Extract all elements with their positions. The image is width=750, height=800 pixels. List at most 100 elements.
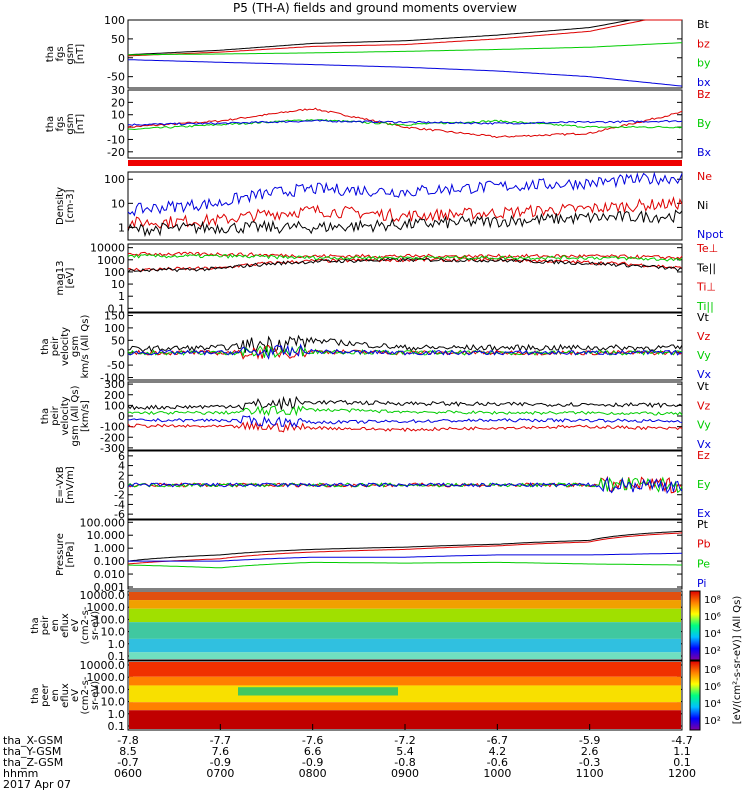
series-line-bx (128, 59, 683, 87)
series-line-Vx (127, 343, 683, 360)
x-tick-label: 0700 (206, 767, 234, 780)
y-tick-label: 10 (111, 278, 125, 291)
y-tick-label: -2 (114, 489, 125, 502)
legend-Ti||: Ti|| (696, 300, 714, 313)
x-axis-row-label: tha_Z-GSM (3, 756, 63, 769)
legend-Vy: Vy (697, 419, 711, 432)
y-tick-label: 100 (104, 322, 125, 335)
y-tick-label: 0 (118, 52, 125, 65)
y-axis-label: sr-eV) (90, 681, 101, 710)
legend-Vz: Vz (697, 330, 711, 343)
y-axis-label: fgs (55, 46, 66, 61)
y-tick-label: 1.0 (108, 638, 126, 651)
legend-Ez: Ez (697, 449, 710, 462)
y-tick-label: 100.0 (94, 683, 126, 696)
x-tick-label: -0.7 (117, 756, 138, 769)
y-axis-label: [mV/m] (65, 466, 76, 504)
y-tick-label: 300 (104, 378, 125, 391)
y-tick-label: 10 (111, 197, 125, 210)
x-tick-label: -0.9 (210, 756, 231, 769)
x-tick-label: -7.7 (210, 734, 231, 747)
date-label: 2017 Apr 07 (3, 778, 71, 791)
colorbar-tick: 10² (704, 646, 721, 657)
y-tick-label: 0.001 (94, 581, 126, 594)
y-tick-label: 2 (118, 469, 125, 482)
y-tick-label: 100 (104, 173, 125, 186)
x-tick-label: -7.8 (117, 734, 138, 747)
x-tick-label: 0600 (114, 767, 142, 780)
y-tick-label: 100 (104, 399, 125, 412)
y-tick-label: 10.0 (101, 696, 126, 709)
colorbar (689, 590, 701, 661)
panel-frame (127, 171, 683, 241)
legend-bz: bz (697, 37, 710, 50)
panel-frame (127, 519, 683, 590)
y-axis-label: peir (50, 405, 61, 425)
y-tick-label: 1.0 (108, 708, 126, 721)
y-tick-label: 100 (104, 14, 125, 27)
series-line-Ni (127, 209, 683, 238)
panel-frame (127, 19, 683, 89)
series-line-Ex (127, 476, 683, 494)
spectrogram-band (129, 592, 681, 601)
panel-p10 (127, 660, 683, 731)
panel-p6 (127, 381, 683, 451)
colorbar-tick: 10⁴ (704, 629, 721, 640)
x-axis-row-label: tha_Y-GSM (3, 745, 61, 758)
y-axis-label: Pressure (55, 533, 66, 576)
y-tick-label: 0 (118, 121, 125, 134)
series-line-Pe (127, 561, 682, 569)
y-axis-label: [cm-3] (65, 189, 76, 222)
y-axis-label: peer (40, 683, 51, 707)
legend-Vx: Vx (697, 438, 712, 451)
spectrogram-band (129, 600, 681, 609)
x-tick-label: 1100 (576, 767, 604, 780)
legend-Vx: Vx (697, 368, 712, 381)
colorbar-tick: 10⁸ (704, 665, 721, 676)
y-axis-label: tha (30, 687, 41, 703)
series-line-bz (127, 19, 682, 57)
legend-Npot: Npot (697, 228, 724, 241)
legend-Te||: Te|| (696, 261, 716, 274)
spectrogram-band (129, 662, 681, 677)
series-line-by (127, 42, 683, 56)
legend-Vy: Vy (697, 349, 711, 362)
y-tick-label: 10000 (90, 242, 125, 255)
panel-p8 (127, 519, 683, 590)
y-tick-label: 100.0 (94, 613, 126, 626)
y-axis-label: velocity (60, 396, 71, 435)
y-tick-label: 1.000 (94, 542, 126, 555)
series-line-Vz (127, 420, 683, 433)
colorbar-tick: 10⁴ (704, 699, 721, 710)
y-axis-label: [nT] (75, 44, 86, 64)
panel-p7 (127, 450, 683, 520)
y-axis-label: tha (30, 617, 41, 633)
legend-Vt: Vt (697, 380, 710, 393)
y-tick-label: 100 (104, 266, 125, 279)
spectrogram-band (129, 652, 681, 659)
legend-Te⊥: Te⊥ (696, 242, 718, 255)
spectrogram-band (129, 702, 681, 711)
y-axis-label: [km/s] (80, 400, 91, 432)
y-axis-label: [nT] (75, 114, 86, 134)
legend-Vt: Vt (697, 311, 710, 324)
colorbar-tick: 10⁸ (704, 595, 721, 606)
y-tick-label: 1000.0 (87, 671, 126, 684)
y-tick-label: 10 (111, 109, 125, 122)
series-line-Npot (127, 171, 683, 217)
y-axis-label: en (50, 619, 61, 632)
y-tick-label: 0.010 (94, 568, 126, 581)
y-axis-label: tha (40, 338, 51, 354)
series-line-Vt (127, 334, 683, 354)
y-tick-label: 0.1 (108, 650, 126, 663)
x-tick-label: 7.6 (212, 745, 230, 758)
spectrogram-band (129, 685, 681, 703)
x-tick-label: 8.5 (119, 745, 137, 758)
legend-Bz: Bz (697, 88, 711, 101)
legend-Pi: Pi (697, 577, 706, 590)
x-tick-label: 6.6 (304, 745, 322, 758)
y-tick-label: 0 (118, 479, 125, 492)
series-line-Vy (127, 344, 683, 358)
x-tick-label: 0800 (299, 767, 327, 780)
y-tick-label: -50 (107, 359, 125, 372)
